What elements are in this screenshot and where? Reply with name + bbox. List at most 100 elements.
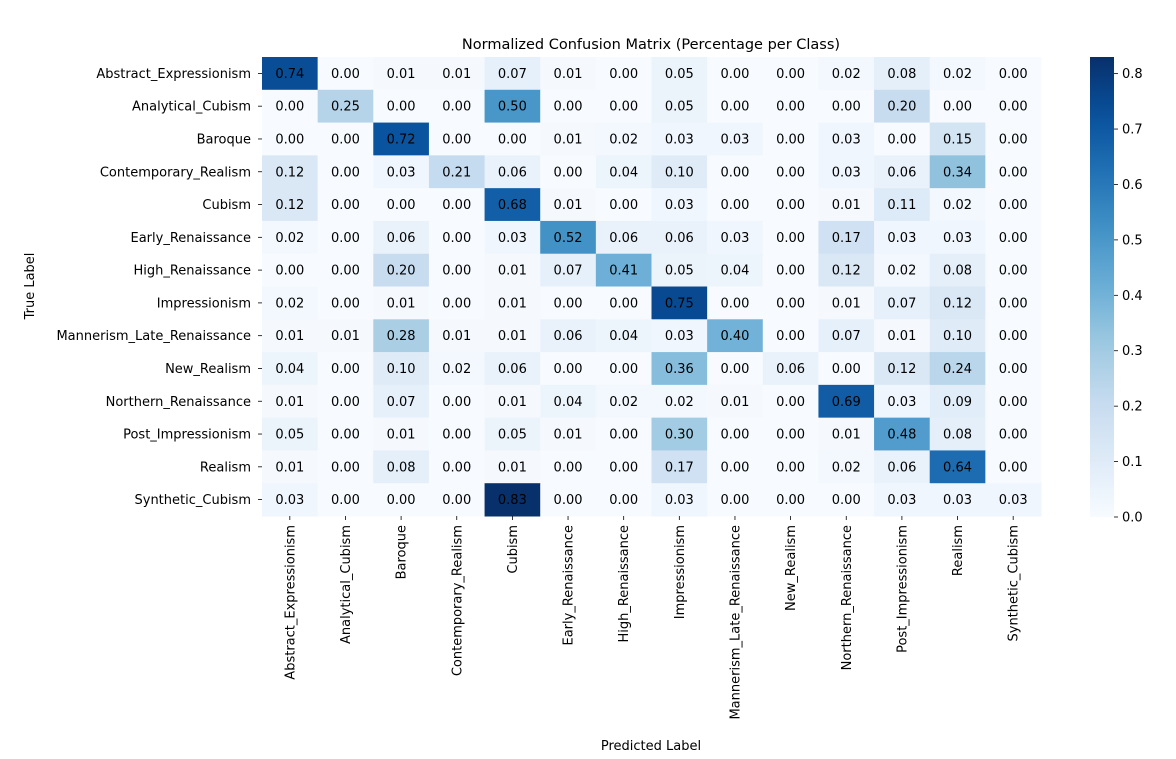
cell-value-r7-c3: 0.00 [442, 296, 471, 311]
cell-value-r13-c9: 0.00 [776, 493, 805, 508]
cell-value-r9-c9: 0.06 [776, 362, 805, 377]
heatmap-cell-r6-c6 [595, 253, 652, 287]
cell-value-r5-c2: 0.06 [387, 231, 416, 246]
cell-value-r8-c7: 0.03 [665, 329, 694, 344]
cell-value-r12-c13: 0.00 [999, 460, 1028, 475]
cell-value-r12-c9: 0.00 [776, 460, 805, 475]
heatmap-cell-r5-c0 [262, 220, 319, 255]
cell-value-r1-c2: 0.00 [387, 100, 416, 115]
heatmap-cell-r13-c11 [874, 483, 931, 517]
cell-value-r3-c0: 0.12 [275, 165, 304, 180]
heatmap-cell-r0-c0 [262, 57, 319, 91]
heatmap-cell-r1-c1 [317, 89, 374, 124]
heatmap-cell-r9-c8 [707, 352, 764, 386]
heatmap-cell-r12-c1 [317, 450, 374, 484]
heatmap-cell-r12-c0 [262, 450, 319, 484]
heatmap-cells [262, 57, 1042, 517]
colorbar-tick-label-8: 0.8 [1122, 67, 1143, 82]
heatmap-cell-r7-c5 [540, 286, 597, 320]
cell-value-r1-c5: 0.00 [554, 100, 583, 115]
heatmap-cell-r3-c12 [929, 155, 986, 189]
colorbar-tick-label-3: 0.3 [1122, 344, 1143, 359]
heatmap-cell-r11-c4 [484, 417, 541, 451]
heatmap-cell-r9-c6 [595, 352, 652, 386]
y-tick-label-9: New_Realism [165, 362, 251, 377]
heatmap-cell-r3-c4 [484, 155, 541, 189]
cell-value-r2-c4: 0.00 [498, 132, 527, 147]
heatmap-cell-r10-c8 [707, 384, 764, 419]
cell-value-r0-c13: 0.00 [999, 67, 1028, 82]
y-tick-label-11: Post_Impressionism [123, 428, 251, 443]
cell-value-r2-c8: 0.03 [720, 132, 749, 147]
heatmap-cell-r1-c13 [985, 89, 1042, 124]
cell-value-r4-c10: 0.01 [832, 198, 861, 213]
cell-value-r12-c11: 0.06 [887, 460, 916, 475]
heatmap-cell-r7-c10 [818, 286, 875, 320]
heatmap-cell-r5-c9 [762, 220, 819, 255]
cell-value-r11-c5: 0.01 [554, 428, 583, 443]
heatmap-cell-r3-c8 [707, 155, 764, 189]
heatmap-cell-r1-c8 [707, 89, 764, 124]
cell-value-r9-c10: 0.00 [832, 362, 861, 377]
cell-value-r9-c0: 0.04 [275, 362, 304, 377]
colorbar-tick-label-1: 0.1 [1122, 455, 1143, 470]
heatmap-cell-r2-c12 [929, 122, 986, 156]
cell-value-r1-c8: 0.00 [720, 100, 749, 115]
heatmap-cell-r13-c5 [540, 483, 597, 517]
cell-value-r4-c9: 0.00 [776, 198, 805, 213]
heatmap-cell-r0-c13 [985, 57, 1042, 91]
cell-value-r7-c5: 0.00 [554, 296, 583, 311]
cell-value-r7-c11: 0.07 [887, 296, 916, 311]
cell-value-r13-c11: 0.03 [887, 493, 916, 508]
cell-value-r8-c3: 0.01 [442, 329, 471, 344]
heatmap-cell-r4-c12 [929, 188, 986, 222]
heatmap-cell-r12-c10 [818, 450, 875, 484]
heatmap-cell-r8-c6 [595, 319, 652, 353]
heatmap-cell-r3-c13 [985, 155, 1042, 189]
cell-value-r3-c8: 0.00 [720, 165, 749, 180]
heatmap-cell-r10-c3 [428, 384, 486, 419]
cell-value-r12-c3: 0.00 [442, 460, 471, 475]
heatmap-cell-r4-c11 [874, 188, 931, 222]
heatmap-cell-r9-c11 [874, 352, 931, 386]
cell-value-r11-c8: 0.00 [720, 428, 749, 443]
y-axis-tick-labels: Abstract_Expressionism Analytical_Cubism B… [56, 67, 262, 508]
cell-value-r1-c7: 0.05 [665, 100, 694, 115]
x-tick-label-2: Baroque [395, 525, 410, 579]
heatmap-cell-r3-c5 [540, 155, 597, 189]
cell-value-r9-c2: 0.10 [387, 362, 416, 377]
heatmap-cell-r4-c6 [595, 188, 652, 222]
heatmap-cell-r10-c10 [818, 384, 875, 419]
heatmap-cell-r9-c2 [373, 352, 430, 386]
heatmap-cell-r5-c7 [651, 220, 708, 255]
heatmap-cell-r5-c8 [707, 220, 764, 255]
cell-value-r5-c10: 0.17 [832, 231, 861, 246]
colorbar-tick-label-5: 0.5 [1122, 233, 1143, 248]
cell-value-r4-c3: 0.00 [442, 198, 471, 213]
heatmap-cell-r5-c1 [317, 220, 374, 255]
cell-value-r3-c2: 0.03 [387, 165, 416, 180]
heatmap-cell-r2-c2 [373, 122, 430, 156]
cell-value-r6-c6: 0.41 [609, 264, 638, 279]
y-tick-label-7: Impressionism [157, 296, 251, 311]
cell-value-r10-c13: 0.00 [999, 395, 1028, 410]
heatmap-cell-r11-c12 [929, 417, 986, 451]
cell-value-r3-c5: 0.00 [554, 165, 583, 180]
heatmap-cell-r1-c2 [373, 89, 430, 124]
heatmap-cell-r6-c8 [707, 253, 764, 287]
cell-value-r1-c12: 0.00 [943, 100, 972, 115]
cell-value-r11-c7: 0.30 [665, 428, 694, 443]
heatmap-cell-r12-c3 [428, 450, 486, 484]
cell-value-r9-c13: 0.00 [999, 362, 1028, 377]
cell-value-r3-c1: 0.00 [331, 165, 360, 180]
heatmap-cell-r11-c9 [762, 417, 819, 451]
cell-value-r0-c7: 0.05 [665, 67, 694, 82]
heatmap-cell-r1-c9 [762, 89, 819, 124]
cell-value-r4-c4: 0.68 [498, 198, 527, 213]
heatmap-cell-r4-c3 [428, 188, 486, 222]
heatmap-cell-r5-c3 [428, 220, 486, 255]
heatmap-cell-r2-c0 [262, 122, 319, 156]
cell-value-r5-c7: 0.06 [665, 231, 694, 246]
cell-value-r0-c2: 0.01 [387, 67, 416, 82]
